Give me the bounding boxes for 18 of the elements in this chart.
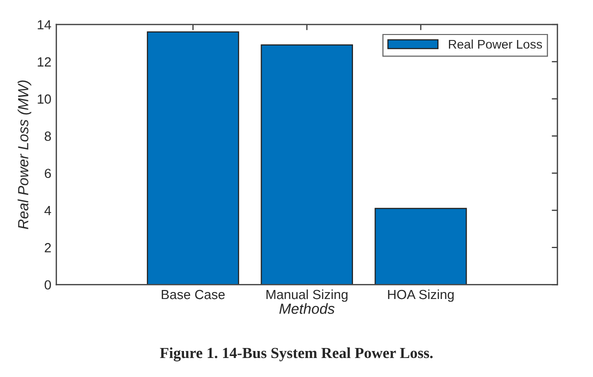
y-tick-label: 10 (38, 94, 51, 104)
x-axis-title: Methods (279, 303, 335, 314)
x-tick-label: HOA Sizing (388, 289, 454, 302)
text: Figure 1. 14-Bus System Real Power Loss. (160, 347, 433, 362)
y-tick-label: 2 (44, 243, 51, 252)
bar (374, 208, 467, 285)
y-tick-label: 0 (44, 280, 51, 290)
y-tick-label: 4 (44, 206, 52, 216)
y-tick-label: 6 (44, 168, 51, 178)
y-axis-title: Real Power Loss (MW) (18, 80, 32, 230)
bar (260, 44, 353, 285)
bar (146, 31, 240, 285)
x-tick-label: Manual Sizing (266, 289, 348, 302)
x-tick-label: Base Case (162, 290, 225, 300)
y-tick-label: 14 (38, 20, 52, 30)
legend-label: Real Power Loss (448, 40, 542, 49)
y-tick-label: 8 (44, 132, 51, 141)
y-tick-label: 12 (38, 57, 51, 66)
